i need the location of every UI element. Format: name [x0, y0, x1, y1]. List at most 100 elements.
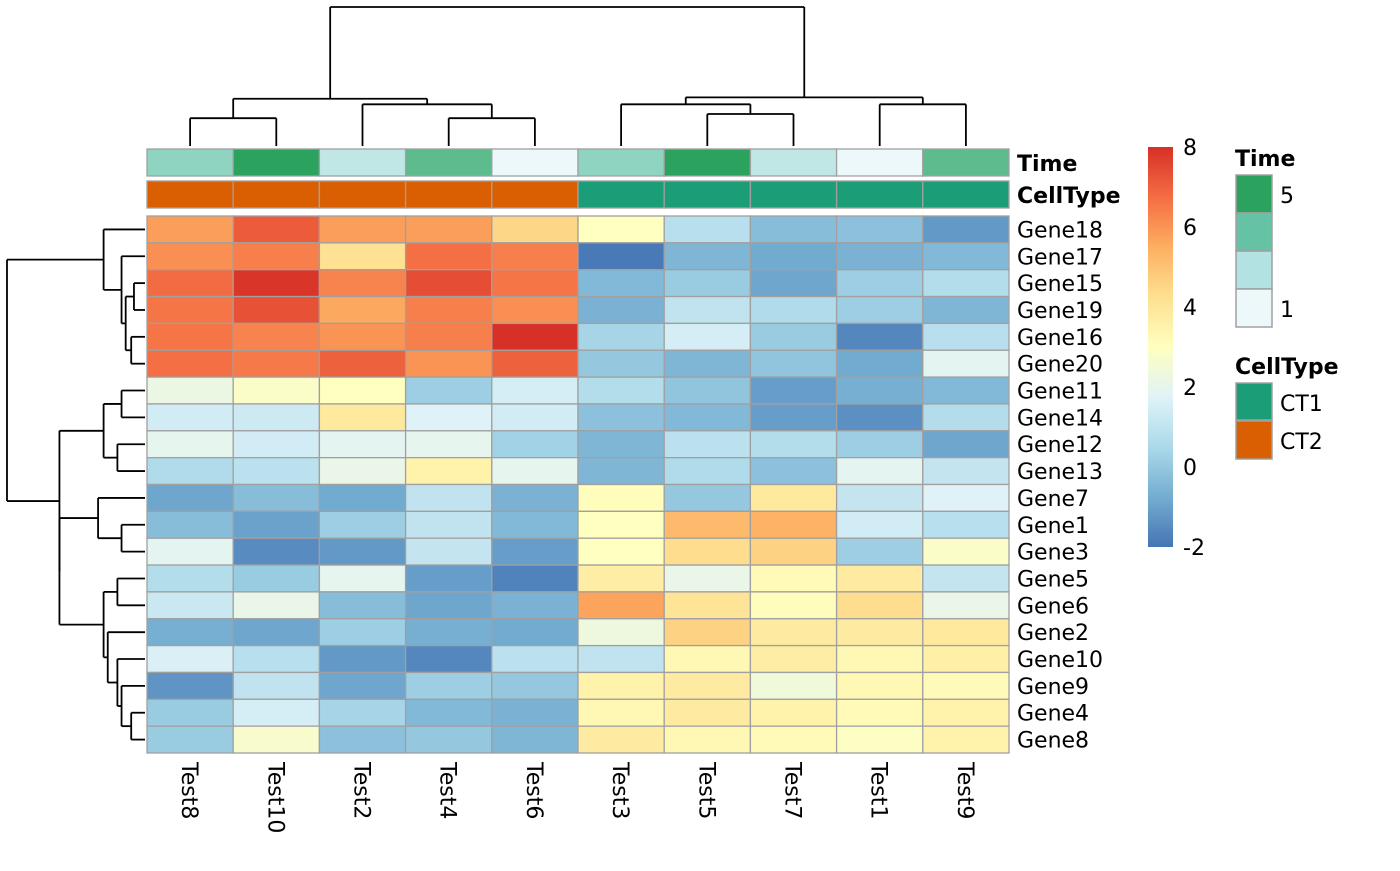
color-scale-bar: [1148, 147, 1173, 547]
heatmap-cell: [749, 483, 838, 513]
heatmap-cell: [577, 456, 665, 486]
row-label: Gene16: [1017, 326, 1103, 351]
row-label: Gene15: [1017, 272, 1103, 297]
heatmap-cell: [146, 537, 234, 566]
heatmap-cell: [318, 215, 407, 244]
heatmap-cell: [491, 725, 579, 754]
heatmap-cell: [835, 376, 924, 405]
heatmap-cell: [318, 483, 407, 513]
heatmap-cell: [318, 322, 407, 351]
heatmap-cell: [922, 537, 1010, 566]
heatmap-cell: [232, 295, 321, 325]
heatmap-cell: [577, 376, 665, 405]
heatmap-cell: [404, 725, 493, 754]
heatmap-cell: [922, 269, 1010, 298]
row-label: Gene8: [1017, 729, 1089, 754]
celltype-annotation-cell: [146, 180, 234, 209]
heatmap-cell: [146, 644, 234, 674]
heatmap-cell: [749, 644, 838, 674]
heatmap-cell: [577, 698, 665, 727]
color-scale-tick-label: 4: [1183, 296, 1197, 321]
column-label: Test6: [521, 761, 546, 819]
heatmap-cell: [663, 591, 752, 620]
heatmap-cell: [404, 644, 493, 674]
celltype-legend: CellType CT1 CT2: [1235, 355, 1339, 460]
heatmap-cell: [404, 537, 493, 566]
time-annotation-cell: [318, 148, 407, 177]
row-label: Gene4: [1017, 702, 1089, 727]
heatmap-cell: [404, 403, 493, 432]
heatmap-cell: [146, 349, 234, 378]
heatmap-cell: [146, 403, 234, 432]
heatmap-cell: [232, 698, 321, 727]
heatmap-cell: [663, 698, 752, 727]
heatmap-cell: [404, 376, 493, 405]
heatmap-cell: [835, 349, 924, 378]
heatmap-cell: [232, 403, 321, 432]
column-label: Test7: [780, 761, 805, 819]
heatmap-cell: [922, 322, 1010, 351]
heatmap-cell: [146, 591, 234, 620]
heatmap-cell: [232, 242, 321, 271]
heatmap-cell: [491, 403, 579, 432]
heatmap-cell: [491, 591, 579, 620]
celltype-annotation-cell: [404, 180, 493, 209]
heatmap-cell: [922, 644, 1010, 674]
heatmap-cell: [491, 564, 579, 593]
heatmap-cell: [232, 483, 321, 513]
heatmap-cell: [232, 349, 321, 378]
heatmap-cell: [491, 456, 579, 486]
celltype-annotation-cell: [663, 180, 752, 209]
heatmap-cell: [146, 671, 234, 700]
heatmap-cell: [491, 349, 579, 378]
celltype-swatch-ct1: [1235, 382, 1273, 421]
heatmap-cell: [835, 644, 924, 674]
heatmap-cell: [318, 644, 407, 674]
column-label: Test9: [952, 761, 977, 819]
heatmap-cell: [663, 537, 752, 566]
heatmap-cell: [318, 295, 407, 325]
heatmap-cell: [922, 483, 1010, 513]
heatmap-cell: [404, 618, 493, 647]
heatmap-cell: [146, 215, 234, 244]
heatmap-cell: [749, 456, 838, 486]
heatmap-cell: [663, 430, 752, 459]
heatmap-cell: [922, 564, 1010, 593]
heatmap-cell: [749, 537, 838, 566]
heatmap-cell: [577, 215, 665, 244]
celltype-legend-title: CellType: [1235, 355, 1339, 380]
heatmap-cell: [577, 349, 665, 378]
heatmap-cell: [663, 483, 752, 513]
heatmap-cell: [922, 295, 1010, 325]
heatmap-cell: [318, 510, 407, 539]
heatmap-cell: [318, 376, 407, 405]
heatmap-cell: [232, 510, 321, 539]
heatmap-cell: [922, 671, 1010, 700]
row-label: Gene3: [1017, 541, 1089, 566]
heatmap-cell: [835, 618, 924, 647]
heatmap-cell: [491, 376, 579, 405]
heatmap-cell: [749, 349, 838, 378]
heatmap-cell: [749, 671, 838, 700]
heatmap-cell: [318, 349, 407, 378]
heatmap-cell: [404, 456, 493, 486]
heatmap-cell: [404, 242, 493, 271]
heatmap-cell: [749, 591, 838, 620]
heatmap-cell: [318, 430, 407, 459]
row-label: Gene10: [1017, 648, 1103, 673]
row-labels: Gene18Gene17Gene15Gene19Gene16Gene20Gene…: [1017, 218, 1103, 753]
celltype-legend-label-ct1: CT1: [1280, 392, 1323, 417]
heatmap-cell: [146, 242, 234, 271]
heatmap-cell: [749, 242, 838, 271]
heatmap-cell: [663, 671, 752, 700]
heatmap-cell: [835, 242, 924, 271]
heatmap-cell: [232, 537, 321, 566]
color-scale-tick-label: 2: [1183, 376, 1197, 401]
heatmap-cell: [749, 403, 838, 432]
time-legend-title: Time: [1235, 147, 1295, 172]
heatmap-cell: [835, 510, 924, 539]
time-annotation-cell: [922, 148, 1010, 177]
heatmap-cell: [491, 537, 579, 566]
color-scale-tick-label: -2: [1183, 536, 1205, 561]
